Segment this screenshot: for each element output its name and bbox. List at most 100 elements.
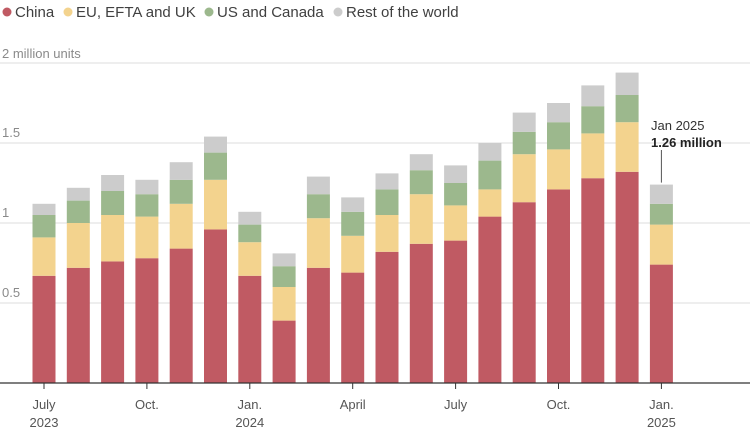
bar-2023-10-series-3 (135, 179, 159, 195)
bar-2023-08-series-0 (66, 267, 90, 383)
bar-2024-02-series-0 (272, 320, 296, 383)
bar-2023-11-series-3 (169, 162, 193, 180)
bar-2024-09-series-1 (512, 154, 536, 203)
y-tick-label-1: 1 (2, 205, 9, 220)
bar-2025-01-series-1 (649, 224, 673, 265)
bar-2024-03-series-1 (306, 218, 330, 268)
legend-marker-0 (2, 7, 12, 17)
bar-2025-01-series-3 (649, 184, 673, 204)
x-tick-year-6: 2025 (647, 415, 676, 430)
x-tick-label-1: Oct. (135, 397, 159, 412)
bar-2024-03-series-2 (306, 194, 330, 219)
x-tick-year-0: 2023 (30, 415, 59, 430)
bar-2024-12-series-3 (615, 72, 639, 95)
bar-2023-11-series-1 (169, 203, 193, 249)
bar-2024-01-series-2 (238, 224, 262, 243)
legend-label-1: EU, EFTA and UK (76, 4, 196, 21)
bar-2024-10-series-1 (547, 149, 570, 190)
bar-2025-01-series-0 (649, 264, 673, 383)
bar-2023-09-series-2 (101, 191, 125, 215)
bar-2023-09-series-1 (101, 215, 125, 262)
bar-2024-11-series-0 (581, 178, 605, 383)
bar-2024-03-series-3 (306, 176, 330, 195)
bar-2024-07-series-3 (444, 165, 468, 183)
bar-2023-12-series-3 (204, 136, 227, 153)
bar-2025-01-series-2 (649, 203, 673, 225)
x-tick-year-2: 2024 (235, 415, 264, 430)
x-tick-label-4: July (444, 397, 468, 412)
bar-2024-12-series-0 (615, 171, 639, 383)
legend-marker-2 (204, 7, 214, 17)
bars (32, 72, 673, 383)
bar-2024-06-series-3 (409, 154, 433, 171)
y-tick-label-0: 0.5 (2, 285, 20, 300)
legend-label-0: China (15, 4, 55, 21)
bar-2024-02-series-3 (272, 253, 296, 267)
bar-2023-09-series-3 (101, 175, 125, 191)
bar-2024-08-series-2 (478, 160, 502, 190)
bar-2024-04-series-2 (341, 211, 365, 236)
bar-2024-05-series-0 (375, 251, 399, 383)
bar-2024-01-series-1 (238, 242, 262, 276)
x-tick-label-6: Jan. (649, 397, 674, 412)
bar-2024-08-series-0 (478, 216, 502, 383)
bar-2023-08-series-1 (66, 223, 90, 268)
annotation: Jan 2025 1.26 million (651, 118, 722, 183)
legend-marker-1 (63, 7, 73, 17)
bar-2024-06-series-1 (409, 194, 433, 244)
bar-2023-07-series-3 (32, 203, 56, 215)
bar-2024-05-series-2 (375, 189, 399, 215)
bar-2023-12-series-1 (204, 179, 227, 230)
bar-2024-01-series-3 (238, 211, 262, 225)
bar-2024-09-series-0 (512, 202, 536, 383)
bar-2023-11-series-2 (169, 179, 193, 204)
bar-2024-04-series-3 (341, 197, 365, 212)
legend: China EU, EFTA and UK US and Canada Rest of… (2, 4, 459, 21)
bar-2024-02-series-1 (272, 287, 296, 321)
bar-2024-11-series-3 (581, 85, 605, 107)
annotation-date: Jan 2025 (651, 118, 705, 133)
bar-2024-06-series-2 (409, 170, 433, 195)
legend-label-2: US and Canada (217, 4, 324, 21)
legend-label-3: Rest of the world (346, 4, 459, 21)
bar-2023-07-series-2 (32, 215, 56, 238)
bar-2024-11-series-1 (581, 133, 605, 179)
bar-2024-02-series-2 (272, 266, 296, 287)
bar-2024-07-series-2 (444, 183, 468, 206)
bar-2024-08-series-1 (478, 189, 502, 217)
bar-2024-01-series-0 (238, 275, 262, 383)
bar-2024-10-series-3 (547, 103, 570, 123)
x-axis: July 2023 Oct. Jan. 2024 April July Oct. Jan. 202… (0, 382, 750, 430)
bar-2024-08-series-3 (478, 143, 502, 161)
bar-2023-10-series-1 (135, 216, 159, 259)
bar-2023-07-series-0 (32, 275, 56, 383)
y-tick-label-2: 1.5 (2, 125, 20, 140)
bar-2024-05-series-1 (375, 215, 399, 252)
bar-2024-04-series-1 (341, 235, 365, 273)
bar-2024-03-series-0 (306, 267, 330, 383)
bar-2024-10-series-0 (547, 189, 570, 383)
bar-2023-09-series-0 (101, 261, 125, 383)
bar-2024-12-series-1 (615, 122, 639, 172)
bar-2024-07-series-1 (444, 205, 468, 241)
bar-2024-10-series-2 (547, 122, 570, 150)
bar-2024-04-series-0 (341, 272, 365, 383)
x-tick-label-5: Oct. (547, 397, 571, 412)
bar-2024-11-series-2 (581, 106, 605, 134)
bar-2023-12-series-0 (204, 229, 227, 383)
bar-2023-07-series-1 (32, 237, 56, 276)
x-tick-label-3: April (340, 397, 366, 412)
bar-2023-11-series-0 (169, 248, 193, 383)
bar-2024-09-series-2 (512, 131, 536, 155)
bar-2023-10-series-2 (135, 194, 159, 217)
bar-2024-07-series-0 (444, 240, 468, 383)
y-axis-label: 2 million units (2, 46, 81, 61)
annotation-value: 1.26 million (651, 135, 722, 150)
bar-2023-08-series-3 (66, 187, 90, 201)
bar-2024-12-series-2 (615, 95, 639, 123)
bar-2023-08-series-2 (66, 200, 90, 223)
x-tick-label-2: Jan. (238, 397, 263, 412)
legend-marker-3 (333, 7, 343, 17)
bar-2023-10-series-0 (135, 258, 159, 383)
